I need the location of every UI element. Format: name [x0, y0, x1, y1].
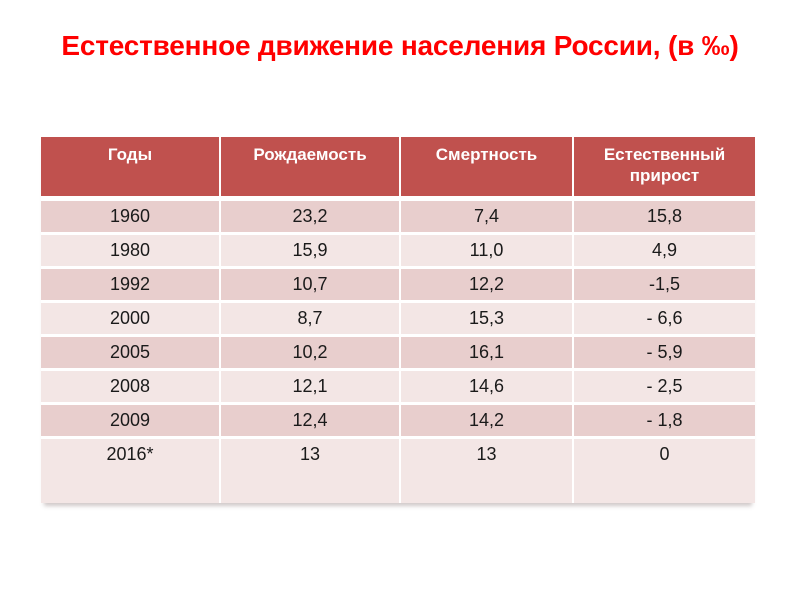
cell-year: 2005 [41, 334, 221, 370]
cell-year: 1960 [41, 197, 221, 234]
table-row: 2016* 13 13 0 [41, 436, 755, 503]
column-header-natural-growth: Естественный прирост [572, 137, 755, 201]
cell-death-rate: 14,2 [399, 402, 574, 438]
column-header-death-rate: Смертность [399, 137, 574, 201]
cell-birth-rate: 13 [219, 436, 401, 503]
cell-year: 2009 [41, 402, 221, 438]
cell-death-rate: 13 [399, 436, 574, 503]
cell-year: 2000 [41, 300, 221, 336]
cell-birth-rate: 23,2 [219, 197, 401, 234]
cell-natural-growth: 0 [572, 436, 755, 503]
cell-natural-growth: 15,8 [572, 197, 755, 234]
table-row: 2008 12,1 14,6 - 2,5 [41, 368, 755, 404]
cell-year: 2016* [41, 436, 221, 503]
cell-birth-rate: 12,4 [219, 402, 401, 438]
table-row: 2000 8,7 15,3 - 6,6 [41, 300, 755, 336]
table-header: Годы Рождаемость Смертность Естественный… [41, 137, 755, 201]
cell-natural-growth: - 5,9 [572, 334, 755, 370]
header-row: Годы Рождаемость Смертность Естественный… [41, 137, 755, 201]
cell-death-rate: 15,3 [399, 300, 574, 336]
cell-natural-growth: 4,9 [572, 232, 755, 268]
cell-year: 1980 [41, 232, 221, 268]
table-body: 1960 23,2 7,4 15,8 1980 15,9 11,0 4,9 19… [41, 197, 755, 503]
table-row: 1980 15,9 11,0 4,9 [41, 232, 755, 268]
table-row: 2009 12,4 14,2 - 1,8 [41, 402, 755, 438]
cell-death-rate: 12,2 [399, 266, 574, 302]
table-row: 1960 23,2 7,4 15,8 [41, 197, 755, 234]
table-row: 1992 10,7 12,2 -1,5 [41, 266, 755, 302]
cell-birth-rate: 10,7 [219, 266, 401, 302]
cell-death-rate: 11,0 [399, 232, 574, 268]
column-header-years: Годы [41, 137, 221, 201]
cell-death-rate: 7,4 [399, 197, 574, 234]
cell-natural-growth: - 2,5 [572, 368, 755, 404]
cell-year: 2008 [41, 368, 221, 404]
cell-death-rate: 14,6 [399, 368, 574, 404]
cell-birth-rate: 10,2 [219, 334, 401, 370]
cell-birth-rate: 8,7 [219, 300, 401, 336]
cell-birth-rate: 12,1 [219, 368, 401, 404]
cell-natural-growth: -1,5 [572, 266, 755, 302]
column-header-birth-rate: Рождаемость [219, 137, 401, 201]
page-title: Естественное движение населения России, … [61, 30, 739, 61]
cell-natural-growth: - 1,8 [572, 402, 755, 438]
cell-natural-growth: - 6,6 [572, 300, 755, 336]
population-table: Годы Рождаемость Смертность Естественный… [41, 137, 755, 503]
table-row: 2005 10,2 16,1 - 5,9 [41, 334, 755, 370]
cell-birth-rate: 15,9 [219, 232, 401, 268]
cell-death-rate: 16,1 [399, 334, 574, 370]
cell-year: 1992 [41, 266, 221, 302]
